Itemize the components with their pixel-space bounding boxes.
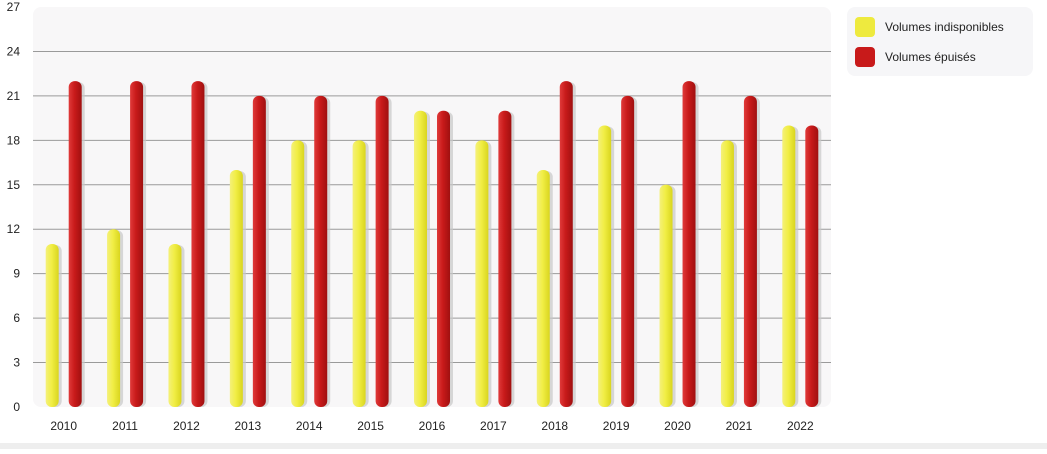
y-tick-label: 9: [13, 267, 20, 281]
x-tick-label: 2010: [50, 419, 77, 433]
legend-item-indisponibles: Volumes indisponibles: [855, 17, 1004, 37]
legend-swatch-red: [855, 47, 875, 67]
x-tick-label: 2017: [480, 419, 507, 433]
x-tick-label: 2022: [787, 419, 814, 433]
x-tick-label: 2020: [664, 419, 691, 433]
bar: [720, 140, 734, 408]
legend: Volumes indisponibles Volumes épuisés: [847, 7, 1033, 76]
bar: [252, 95, 266, 407]
bar: [45, 244, 59, 407]
x-tick-label: 2019: [603, 419, 630, 433]
bar: [68, 81, 82, 408]
y-tick-label: 12: [7, 222, 21, 236]
plot-background: [33, 7, 831, 407]
y-tick-label: 15: [7, 178, 21, 192]
y-tick-label: 0: [13, 400, 20, 414]
legend-label: Volumes indisponibles: [885, 20, 1004, 34]
bar: [536, 169, 550, 407]
legend-label: Volumes épuisés: [885, 50, 976, 64]
x-tick-label: 2012: [173, 419, 200, 433]
y-tick-label: 27: [7, 0, 21, 14]
bar: [598, 125, 612, 407]
y-tick-label: 18: [7, 133, 21, 147]
bottom-strip: [0, 443, 1047, 449]
x-tick-label: 2016: [419, 419, 446, 433]
bar: [659, 184, 673, 407]
bar: [107, 229, 121, 407]
bar: [229, 169, 243, 407]
y-tick-label: 6: [13, 311, 20, 325]
bar: [414, 110, 427, 407]
bar: [475, 140, 489, 408]
bar: [782, 125, 796, 407]
bar: [168, 244, 182, 407]
bar: [498, 110, 512, 407]
bar: [743, 95, 757, 407]
x-tick-label: 2015: [357, 419, 384, 433]
bar: [805, 125, 819, 407]
bar: [314, 95, 328, 407]
legend-swatch-yellow: [855, 17, 875, 37]
x-tick-label: 2011: [112, 419, 138, 433]
bar: [559, 81, 573, 408]
x-tick-label: 2013: [234, 419, 261, 433]
legend-item-epuises: Volumes épuisés: [855, 47, 976, 67]
y-tick-label: 3: [13, 356, 20, 370]
x-tick-label: 2021: [726, 419, 753, 433]
bar: [621, 95, 635, 407]
bar: [291, 140, 305, 408]
x-tick-label: 2018: [541, 419, 568, 433]
bar: [682, 81, 696, 408]
y-tick-label: 21: [7, 89, 21, 103]
bar: [437, 110, 450, 407]
y-tick-label: 24: [7, 44, 21, 58]
bar: [191, 81, 205, 408]
x-tick-label: 2014: [296, 419, 323, 433]
bar: [352, 140, 366, 408]
bar: [375, 95, 389, 407]
bar: [130, 81, 144, 408]
